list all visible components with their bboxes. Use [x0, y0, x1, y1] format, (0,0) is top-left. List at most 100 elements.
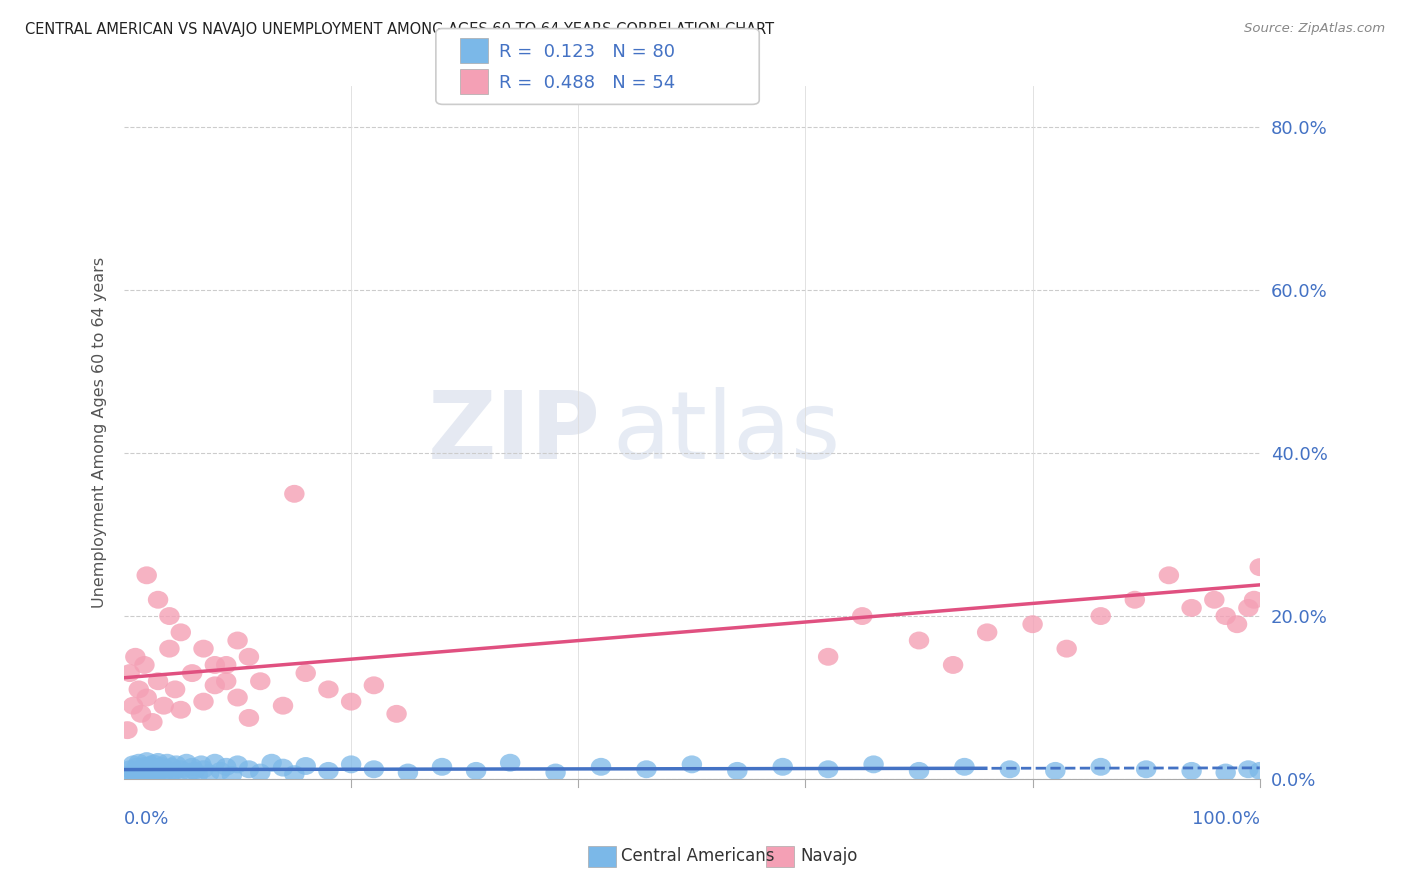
Ellipse shape	[217, 673, 236, 690]
Ellipse shape	[131, 705, 152, 723]
Ellipse shape	[1239, 760, 1258, 778]
Ellipse shape	[142, 713, 163, 731]
Ellipse shape	[131, 764, 152, 782]
Ellipse shape	[170, 760, 191, 778]
Ellipse shape	[211, 762, 231, 780]
Ellipse shape	[153, 764, 174, 782]
Ellipse shape	[1091, 758, 1111, 776]
Ellipse shape	[284, 485, 305, 503]
Ellipse shape	[138, 765, 157, 783]
Ellipse shape	[150, 762, 170, 780]
Ellipse shape	[127, 758, 146, 776]
Ellipse shape	[169, 765, 188, 783]
Ellipse shape	[120, 760, 141, 778]
Ellipse shape	[863, 756, 884, 773]
Ellipse shape	[239, 709, 259, 727]
Text: 0.0%: 0.0%	[124, 810, 169, 828]
Ellipse shape	[398, 764, 418, 781]
Text: ZIP: ZIP	[429, 387, 600, 479]
Text: atlas: atlas	[613, 387, 841, 479]
Ellipse shape	[546, 764, 565, 781]
Ellipse shape	[181, 758, 202, 776]
Ellipse shape	[155, 759, 176, 778]
Ellipse shape	[1215, 764, 1236, 781]
Ellipse shape	[637, 760, 657, 778]
Text: 100.0%: 100.0%	[1192, 810, 1260, 828]
Text: R =  0.123   N = 80: R = 0.123 N = 80	[499, 43, 675, 61]
Ellipse shape	[340, 693, 361, 711]
Ellipse shape	[228, 689, 247, 706]
Ellipse shape	[162, 758, 181, 776]
Ellipse shape	[157, 754, 177, 772]
Ellipse shape	[132, 759, 152, 778]
Ellipse shape	[146, 760, 166, 778]
Ellipse shape	[591, 758, 612, 776]
Ellipse shape	[146, 766, 167, 784]
Ellipse shape	[122, 697, 143, 714]
Ellipse shape	[1239, 599, 1258, 617]
Ellipse shape	[165, 681, 186, 698]
Ellipse shape	[284, 765, 305, 783]
Ellipse shape	[166, 756, 187, 773]
Ellipse shape	[228, 756, 247, 773]
Text: CENTRAL AMERICAN VS NAVAJO UNEMPLOYMENT AMONG AGES 60 TO 64 YEARS CORRELATION CH: CENTRAL AMERICAN VS NAVAJO UNEMPLOYMENT …	[25, 22, 775, 37]
Ellipse shape	[143, 755, 163, 772]
Text: Central Americans: Central Americans	[621, 847, 775, 865]
Ellipse shape	[273, 759, 294, 777]
Ellipse shape	[170, 624, 191, 641]
Ellipse shape	[122, 768, 142, 786]
Ellipse shape	[141, 768, 162, 786]
Ellipse shape	[1136, 760, 1156, 778]
Ellipse shape	[1056, 640, 1077, 657]
Ellipse shape	[159, 640, 180, 657]
Ellipse shape	[181, 665, 202, 682]
Ellipse shape	[217, 758, 236, 776]
Ellipse shape	[205, 656, 225, 674]
Ellipse shape	[217, 656, 236, 674]
Ellipse shape	[122, 756, 143, 773]
Ellipse shape	[134, 767, 153, 785]
Ellipse shape	[273, 697, 294, 714]
Text: Navajo: Navajo	[800, 847, 858, 865]
Ellipse shape	[340, 756, 361, 773]
Ellipse shape	[239, 760, 259, 778]
Ellipse shape	[295, 665, 316, 682]
Ellipse shape	[852, 607, 873, 625]
Ellipse shape	[128, 681, 149, 698]
Ellipse shape	[1045, 762, 1066, 780]
Ellipse shape	[1250, 558, 1270, 576]
Ellipse shape	[818, 648, 838, 665]
Ellipse shape	[432, 758, 453, 776]
Text: Source: ZipAtlas.com: Source: ZipAtlas.com	[1244, 22, 1385, 36]
Ellipse shape	[818, 760, 838, 778]
Ellipse shape	[176, 754, 197, 772]
Ellipse shape	[128, 762, 148, 780]
Ellipse shape	[193, 640, 214, 657]
Ellipse shape	[262, 754, 281, 772]
Ellipse shape	[136, 752, 157, 770]
Ellipse shape	[205, 676, 225, 694]
Ellipse shape	[136, 689, 157, 706]
Y-axis label: Unemployment Among Ages 60 to 64 years: Unemployment Among Ages 60 to 64 years	[93, 257, 107, 608]
Ellipse shape	[148, 673, 169, 690]
Ellipse shape	[1091, 607, 1111, 625]
Ellipse shape	[501, 754, 520, 772]
Ellipse shape	[135, 763, 156, 780]
Ellipse shape	[1159, 566, 1180, 584]
Ellipse shape	[1244, 591, 1264, 608]
Ellipse shape	[120, 665, 141, 682]
Ellipse shape	[465, 762, 486, 780]
Ellipse shape	[1204, 591, 1225, 608]
Ellipse shape	[200, 764, 219, 782]
Ellipse shape	[1181, 762, 1202, 780]
Ellipse shape	[136, 566, 157, 584]
Ellipse shape	[250, 764, 270, 781]
Ellipse shape	[191, 756, 211, 773]
Ellipse shape	[134, 656, 155, 674]
Text: R =  0.488   N = 54: R = 0.488 N = 54	[499, 73, 675, 92]
Ellipse shape	[318, 681, 339, 698]
Ellipse shape	[1022, 615, 1043, 633]
Ellipse shape	[159, 767, 180, 785]
Ellipse shape	[134, 757, 155, 775]
Ellipse shape	[228, 632, 247, 649]
